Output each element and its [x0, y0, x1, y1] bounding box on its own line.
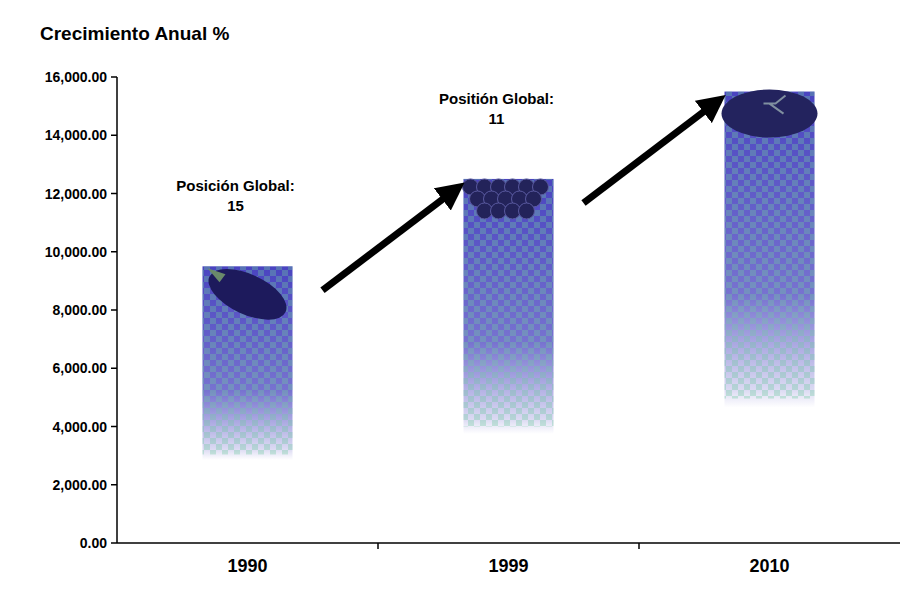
y-tick	[111, 484, 117, 486]
y-tick-label: 2,000.00	[53, 477, 108, 493]
fruit-eggplant	[201, 258, 294, 330]
y-tick	[111, 135, 117, 137]
x-tick-label: 1999	[488, 556, 528, 576]
bar-texture	[464, 179, 554, 427]
fruit-grape	[519, 203, 535, 219]
y-tick-label: 14,000.00	[45, 127, 107, 143]
y-tick-label: 12,000.00	[45, 186, 107, 202]
x-tick-label: 2010	[749, 556, 789, 576]
y-tick-label: 4,000.00	[53, 419, 108, 435]
y-tick	[111, 309, 117, 311]
y-tick-label: 6,000.00	[53, 360, 108, 376]
fruit-tomato	[722, 90, 818, 138]
fruit-stem	[208, 268, 226, 282]
arrow	[584, 104, 715, 203]
fruit-stem	[764, 96, 786, 114]
y-tick	[111, 251, 117, 253]
y-tick-label: 0.00	[80, 535, 107, 551]
y-tick-label: 16,000.00	[45, 69, 107, 85]
bar-texture	[725, 92, 815, 399]
bar	[725, 92, 815, 543]
y-tick	[111, 193, 117, 195]
annotation-value: 15	[227, 197, 244, 214]
y-tick-label: 10,000.00	[45, 244, 107, 260]
arrow	[323, 191, 454, 290]
y-tick	[111, 542, 117, 544]
x-tick-label: 1990	[227, 556, 267, 576]
x-axis	[117, 542, 900, 544]
y-tick	[111, 426, 117, 428]
bars	[201, 90, 818, 543]
annotation-text: Positión Global:	[439, 90, 554, 107]
y-tick	[111, 76, 117, 78]
annotation-value: 11	[489, 110, 505, 127]
y-tick	[111, 368, 117, 370]
category-tick	[638, 543, 640, 549]
category-tick	[377, 543, 379, 549]
chart: Crecimiento Anual % 0.00 2,000.00 4,000.00 6…	[0, 0, 906, 592]
title: Crecimiento Anual %	[40, 23, 229, 44]
y-tick-label: 8,000.00	[53, 302, 108, 318]
annotation-text: Posición Global:	[176, 177, 294, 194]
bar	[464, 179, 554, 543]
